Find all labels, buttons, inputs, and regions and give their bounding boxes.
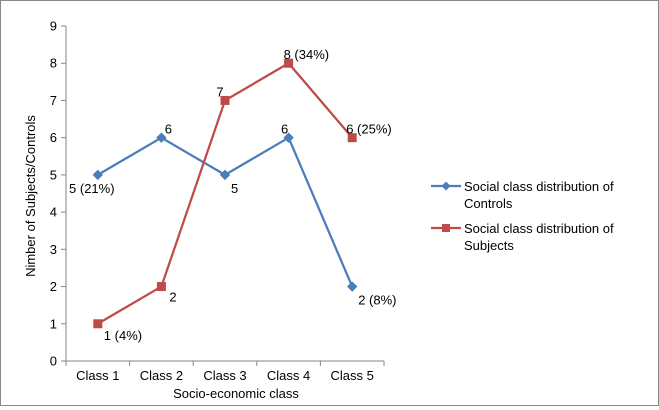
x-tick-label: Class 2	[140, 368, 183, 383]
controls-data-label: 5	[231, 181, 238, 196]
y-tick-label: 7	[50, 93, 57, 108]
legend-label: Subjects	[464, 238, 514, 253]
controls-point	[156, 132, 167, 143]
legend: Social class distribution of Controls Soci…	[431, 179, 614, 253]
legend-marker-diamond	[441, 181, 451, 191]
series-layer	[92, 58, 358, 329]
subjects-data-label: 7	[216, 84, 223, 99]
subjects-data-label: 1 (4%)	[104, 328, 142, 343]
controls-data-label: 6	[165, 122, 172, 137]
controls-point	[92, 169, 104, 181]
x-tick-label: Class 4	[267, 368, 310, 383]
y-tick-label: 0	[50, 354, 57, 369]
legend-label: Controls	[464, 196, 513, 211]
y-tick-labels: 0 1 2 3 4 5 6 7 8 9	[50, 19, 57, 369]
subjects-data-label: 8 (34%)	[284, 47, 330, 62]
subjects-point	[220, 95, 230, 105]
y-tick-label: 5	[50, 167, 57, 182]
y-tick-label: 9	[50, 19, 57, 34]
controls-point	[219, 169, 231, 181]
y-tick-label: 1	[50, 316, 57, 331]
x-tick-label: Class 1	[76, 368, 119, 383]
legend-marker-square	[442, 224, 450, 232]
x-tick-labels: Class 1 Class 2 Class 3 Class 4 Class 5	[76, 368, 374, 383]
subjects-point	[93, 319, 103, 329]
subjects-point	[284, 58, 294, 68]
x-axis-title: Socio-economic class	[173, 386, 299, 401]
subjects-data-label: 2	[169, 290, 176, 305]
legend-label: Social class distribution of	[464, 179, 614, 194]
subjects-data-label: 6 (25%)	[346, 122, 392, 137]
legend-label: Social class distribution of	[464, 221, 614, 236]
controls-data-label: 6	[281, 122, 288, 137]
series-line-controls	[97, 136, 354, 287]
y-tick-label: 8	[50, 56, 57, 71]
y-tick-label: 6	[50, 130, 57, 145]
subjects-point	[347, 133, 357, 143]
x-tick-label: Class 5	[331, 368, 374, 383]
y-axis-title: Nimber of Subjects/Controls	[23, 115, 38, 277]
y-tick-label: 3	[50, 242, 57, 257]
axes	[61, 25, 385, 366]
controls-point	[283, 132, 294, 143]
subjects-point	[156, 282, 166, 292]
x-tick-label: Class 3	[203, 368, 246, 383]
controls-data-label: 2 (8%)	[358, 293, 396, 308]
data-labels: 5 (21%) 6 5 6 2 (8%) 1 (4%) 2 7 8 (34%) 6 (25%)	[69, 47, 396, 343]
controls-data-label: 5 (21%)	[69, 181, 115, 196]
y-tick-label: 4	[50, 205, 57, 220]
controls-point	[346, 281, 358, 292]
y-tick-label: 2	[50, 279, 57, 294]
